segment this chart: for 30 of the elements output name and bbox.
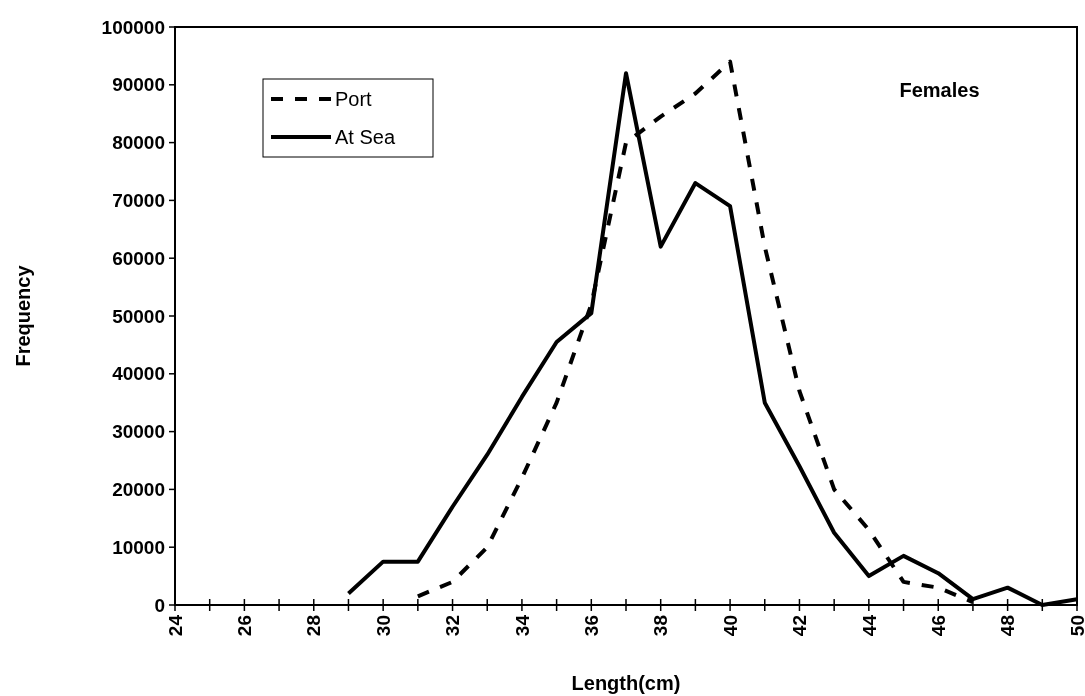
y-tick-label: 20000: [112, 479, 165, 501]
x-tick-label: 40: [719, 615, 741, 637]
x-tick-label: 32: [442, 615, 464, 637]
y-tick-label: 90000: [112, 74, 165, 96]
legend-label: Port: [335, 88, 373, 110]
x-tick-label: 26: [234, 615, 256, 637]
x-tick-label: 44: [858, 614, 880, 637]
x-tick-label: 34: [511, 614, 533, 637]
x-tick-label: 42: [789, 615, 811, 637]
y-tick-label: 50000: [112, 305, 165, 327]
y-tick-label: 40000: [112, 363, 165, 385]
x-tick-label: 28: [303, 615, 325, 637]
y-tick-label: 80000: [112, 132, 165, 154]
x-tick-label: 38: [650, 615, 672, 637]
y-axis-title: Frequency: [12, 264, 34, 367]
y-tick-label: 30000: [112, 421, 165, 443]
y-tick-label: 60000: [112, 247, 165, 269]
x-tick-label: 30: [372, 615, 394, 637]
y-tick-label: 100000: [101, 16, 165, 38]
x-tick-label: 50: [1066, 615, 1085, 637]
legend-label: At Sea: [335, 126, 396, 148]
annotation: Females: [899, 79, 980, 101]
x-tick-label: 48: [997, 615, 1019, 637]
x-tick-label: 36: [580, 615, 602, 637]
y-tick-label: 0: [154, 594, 165, 616]
x-axis-title: Length(cm): [571, 672, 681, 694]
x-tick-label: 24: [164, 614, 186, 637]
x-tick-label: 46: [927, 615, 949, 637]
y-tick-label: 10000: [112, 536, 165, 558]
y-tick-label: 70000: [112, 190, 165, 212]
